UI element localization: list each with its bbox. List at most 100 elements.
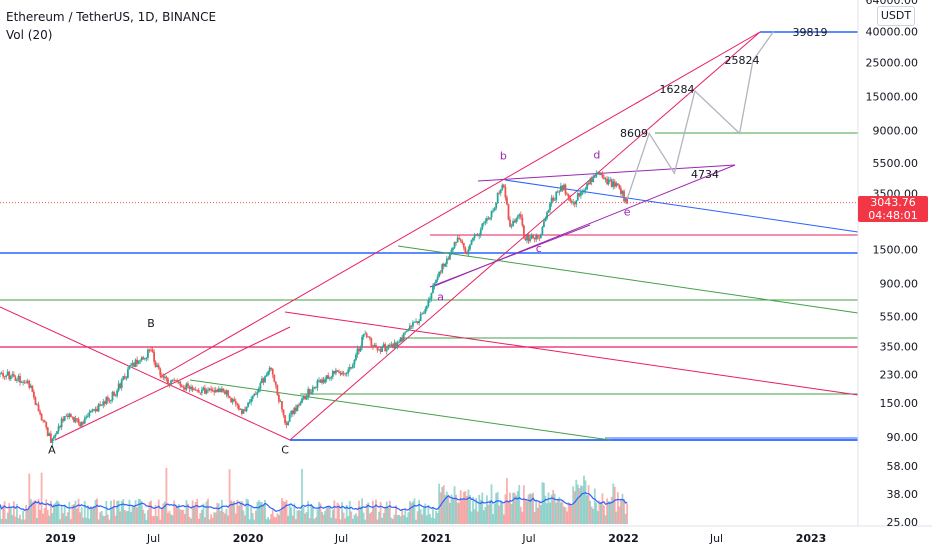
volume-bar — [3, 501, 6, 524]
triangle-side[interactable] — [429, 224, 591, 288]
diag-pink-1[interactable] — [0, 306, 291, 441]
candle-body — [177, 381, 180, 383]
candle-body — [502, 184, 505, 187]
candle-body — [427, 300, 430, 307]
projection-label: 4734 — [691, 168, 719, 181]
candle-body — [504, 186, 507, 198]
projection-path[interactable] — [624, 31, 775, 204]
diag-green-1[interactable] — [189, 379, 611, 441]
volume-bar — [173, 500, 176, 524]
x-tick-label: 2022 — [608, 532, 639, 545]
volume-bar — [615, 511, 618, 524]
candle-body — [307, 388, 310, 398]
candle-body — [595, 172, 598, 177]
volume-bar — [54, 502, 57, 524]
symbol-title[interactable]: Ethereum / TetherUS, 1D, BINANCE — [6, 10, 217, 24]
candle-body — [475, 234, 478, 236]
volume-indicator-label[interactable]: Vol (20) — [6, 28, 53, 42]
candle-body — [450, 249, 453, 254]
volume-bar — [91, 508, 94, 524]
triangle-top[interactable] — [477, 164, 736, 182]
diag-pink-long[interactable] — [159, 31, 761, 378]
volume-bar — [29, 499, 32, 524]
volume-bar — [219, 510, 222, 524]
volume-bar — [123, 509, 126, 524]
volume-bar — [624, 513, 627, 524]
volume-bar — [147, 510, 149, 524]
volume-bar — [237, 505, 240, 524]
volume-bar — [77, 498, 80, 524]
candle-body — [405, 330, 408, 332]
volume-bar — [330, 517, 333, 524]
candle-body — [301, 398, 303, 403]
volume-bar — [256, 502, 259, 524]
volume-bar — [616, 492, 619, 524]
volume-bar — [529, 493, 531, 524]
candle-body — [327, 375, 330, 379]
diag-green-2[interactable] — [397, 245, 859, 314]
volume-bar — [45, 499, 48, 524]
volume-bar — [596, 510, 599, 524]
volume-bar — [80, 507, 83, 524]
volume-bar — [405, 517, 408, 524]
volume-bar — [559, 502, 562, 524]
y-tick-label: 25000.00 — [866, 57, 919, 70]
volume-bar — [233, 501, 236, 524]
volume-bar — [392, 518, 394, 524]
currency-button[interactable]: USDT — [877, 6, 915, 26]
candle-body — [556, 191, 559, 193]
volume-bar — [304, 513, 306, 524]
candle-body — [39, 411, 41, 414]
candle-body — [559, 185, 562, 192]
diag-blue-1[interactable] — [504, 179, 859, 233]
diag-pink-3[interactable] — [289, 31, 761, 441]
volume-bar — [93, 506, 95, 524]
candle-body — [159, 368, 162, 376]
volume-bar — [361, 498, 363, 524]
candle-body — [593, 176, 596, 178]
volume-bar — [73, 504, 75, 524]
volume-bar — [51, 513, 54, 524]
volume-bar — [351, 518, 354, 524]
volume-bar — [481, 492, 484, 524]
candle-body — [330, 376, 333, 379]
volume-bar — [396, 515, 399, 524]
volume-bar — [6, 512, 9, 524]
volume-bar — [579, 485, 582, 524]
candle-body — [476, 234, 479, 237]
candle-body — [270, 367, 273, 369]
diag-pink-2[interactable] — [54, 326, 291, 441]
candle-body — [487, 218, 490, 220]
volume-bar — [9, 507, 12, 524]
volume-bar — [428, 514, 431, 524]
candle-body — [618, 185, 621, 189]
volume-bar — [444, 495, 447, 524]
volume-bar — [344, 518, 347, 524]
diag-pink-4[interactable] — [284, 311, 859, 396]
wave-label-d: d — [593, 149, 600, 162]
volume-bar — [541, 482, 544, 524]
candle-body — [134, 359, 137, 367]
candle-body — [9, 375, 12, 380]
volume-bar — [358, 500, 360, 524]
volume-bar — [110, 500, 112, 524]
volume-bar — [259, 501, 262, 524]
candle-body — [498, 192, 501, 194]
candle-body — [592, 177, 595, 183]
volume-bar — [162, 503, 165, 524]
volume-bar — [439, 492, 442, 524]
volume-bar — [202, 503, 205, 524]
candle-body — [103, 401, 106, 404]
candle-body — [105, 397, 108, 404]
volume-bar — [137, 498, 140, 524]
volume-bar — [208, 519, 211, 524]
candle-body — [214, 389, 217, 393]
candle-body — [2, 373, 4, 377]
drawing-lines[interactable] — [0, 31, 859, 441]
candle-body — [237, 405, 240, 410]
candle-body — [85, 416, 88, 419]
volume-bar — [319, 503, 322, 524]
volume-bar — [298, 510, 300, 524]
volume-bar — [160, 508, 163, 524]
